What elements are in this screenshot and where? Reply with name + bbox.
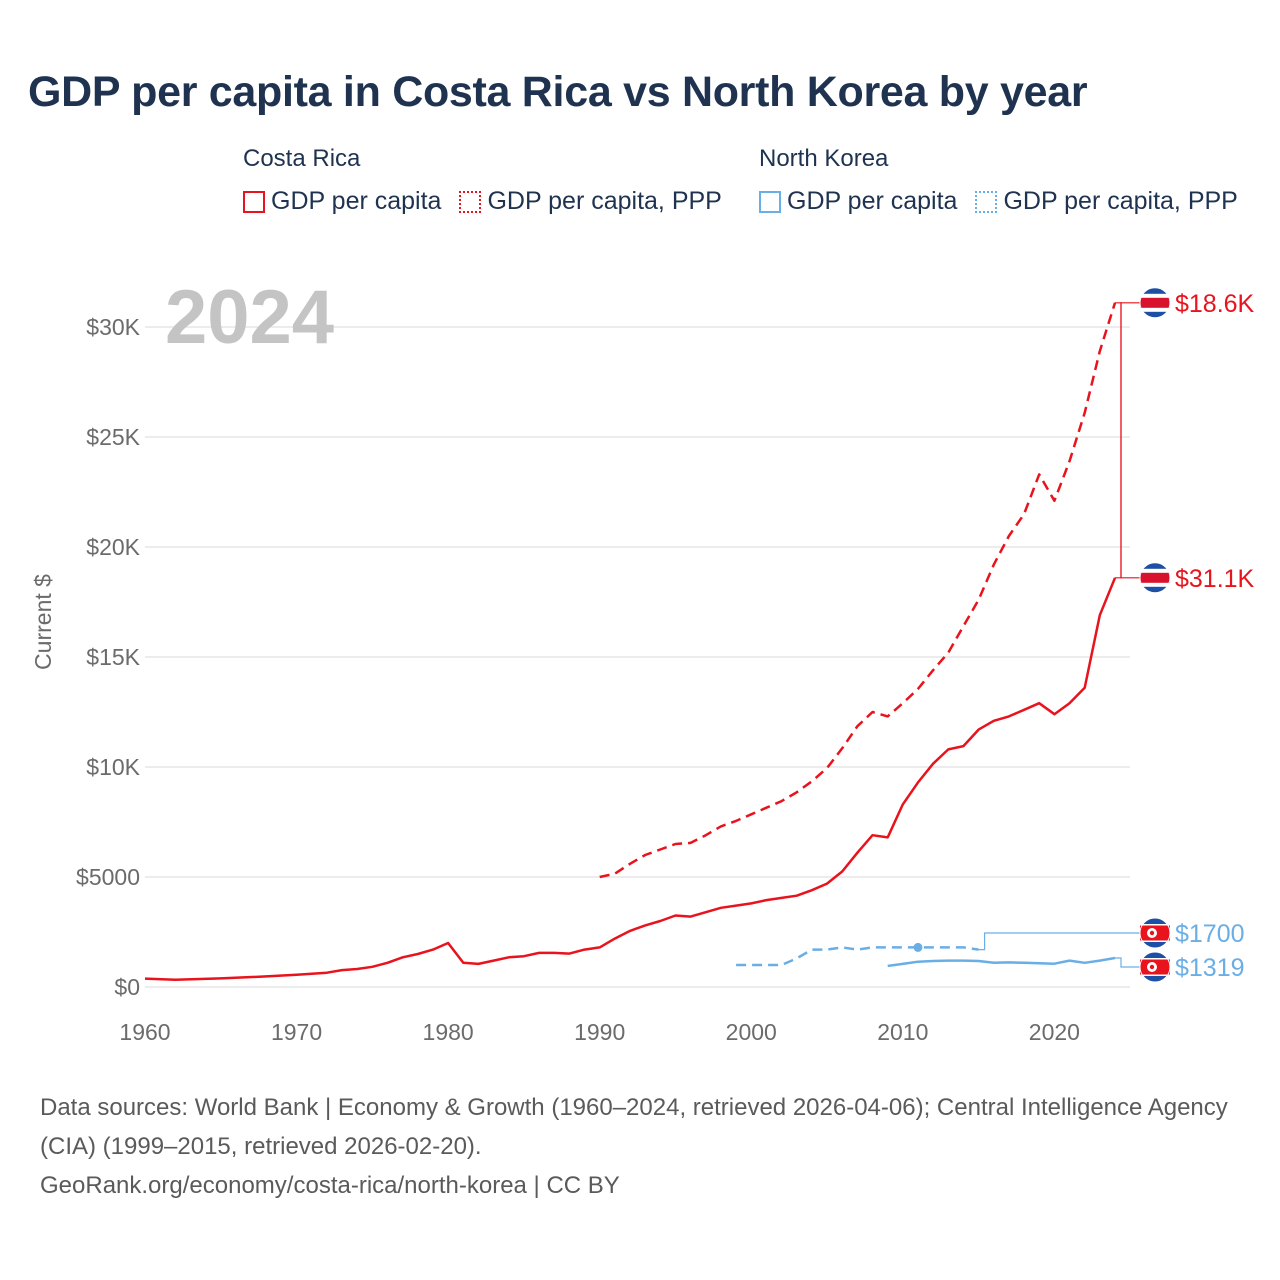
series-lines <box>144 302 1117 981</box>
source-link[interactable]: GeoRank.org/economy/costa-rica/north-kor… <box>40 1172 620 1199</box>
legend-group-title: Costa Rica <box>243 145 361 172</box>
x-tick-label: 1990 <box>574 1019 625 1045</box>
end-value-label: $1319 <box>1175 954 1245 982</box>
legend-item-label: GDP per capita, PPP <box>1003 187 1238 215</box>
legend-item-nk-gdp[interactable]: GDP per capita <box>759 187 957 216</box>
legend-item-nk-gdp-ppp[interactable]: GDP per capita, PPP <box>975 187 1238 216</box>
source-line: Data sources: World Bank | Economy & Gro… <box>40 1094 1228 1160</box>
flag-star <box>1149 930 1155 936</box>
end-value-label: $18.6K <box>1175 290 1255 318</box>
year-label: 2024 <box>165 275 334 360</box>
end-value-label: $1700 <box>1175 920 1245 948</box>
y-tick-label: $15K <box>86 644 140 670</box>
y-tick-label: $0 <box>114 974 140 1000</box>
legend-item-label: GDP per capita, PPP <box>487 187 722 215</box>
flag-star <box>1149 964 1155 970</box>
flag-stripe <box>1140 297 1170 308</box>
y-tick-label: $5000 <box>76 864 140 890</box>
y-tick-label: $10K <box>86 754 140 780</box>
data-point-marker[interactable] <box>913 942 923 952</box>
flag-outline <box>1139 287 1171 319</box>
line-chart: $0 $5000 $10K $15K $20K $25K $30K 1960 1970 1980… <box>30 275 1255 1045</box>
legend-group-north-korea: North Korea GDP per capita GDP per capit… <box>759 145 1238 216</box>
flag-outline <box>1139 562 1171 594</box>
legend-item-cr-gdp[interactable]: GDP per capita <box>243 187 441 216</box>
y-tick-label: $20K <box>86 534 140 560</box>
end-value-label: $31.1K <box>1175 565 1255 593</box>
series-line-0[interactable] <box>144 577 1117 981</box>
gridlines <box>145 326 1130 988</box>
costa-rica-flag-icon <box>1139 562 1171 594</box>
series-line-3[interactable] <box>736 946 979 967</box>
x-tick-label: 2010 <box>877 1019 928 1045</box>
x-tick-label: 1960 <box>119 1019 170 1045</box>
flag-outline <box>1139 951 1171 983</box>
x-tick-label: 2020 <box>1029 1019 1080 1045</box>
y-axis: $0 $5000 $10K $15K $20K $25K $30K <box>76 314 141 1000</box>
legend-item-cr-gdp-ppp[interactable]: GDP per capita, PPP <box>459 187 722 216</box>
end-connector <box>1115 302 1141 579</box>
north-korea-flag-icon <box>1139 917 1171 949</box>
end-connector <box>1115 302 1141 579</box>
end-connector <box>1115 957 1141 968</box>
series-line-2[interactable] <box>887 956 1116 968</box>
legend-swatch-solid-red <box>243 190 265 213</box>
x-tick-label: 2000 <box>726 1019 777 1045</box>
legend-group-title: North Korea <box>759 145 889 172</box>
legend-item-label: GDP per capita <box>787 187 958 215</box>
end-connector <box>978 932 1141 951</box>
costa-rica-flag-icon <box>1139 287 1171 319</box>
legend-group-costa-rica: Costa Rica GDP per capita GDP per capita… <box>243 145 722 216</box>
series-line-1[interactable] <box>599 302 1117 879</box>
chart-title: GDP per capita in Costa Rica vs North Ko… <box>28 68 1088 116</box>
legend-swatch-solid-blue <box>759 190 781 213</box>
x-tick-label: 1970 <box>271 1019 322 1045</box>
source-note: Data sources: World Bank | Economy & Gro… <box>40 1088 1240 1205</box>
legend-swatch-dotted-blue <box>975 190 998 213</box>
flag-outline <box>1139 917 1171 949</box>
x-tick-label: 1980 <box>423 1019 474 1045</box>
x-axis: 1960 1970 1980 1990 2000 2010 2020 <box>119 1019 1080 1045</box>
legend-item-label: GDP per capita <box>271 187 442 215</box>
y-axis-title: Current $ <box>30 574 56 670</box>
y-tick-label: $25K <box>86 424 140 450</box>
north-korea-flag-icon <box>1139 951 1171 983</box>
flag-stripe <box>1140 572 1170 583</box>
end-labels: $18.6K $31.1K $1319 $1700 <box>978 287 1255 983</box>
legend-swatch-dotted-red <box>459 190 482 213</box>
y-tick-label: $30K <box>86 314 140 340</box>
